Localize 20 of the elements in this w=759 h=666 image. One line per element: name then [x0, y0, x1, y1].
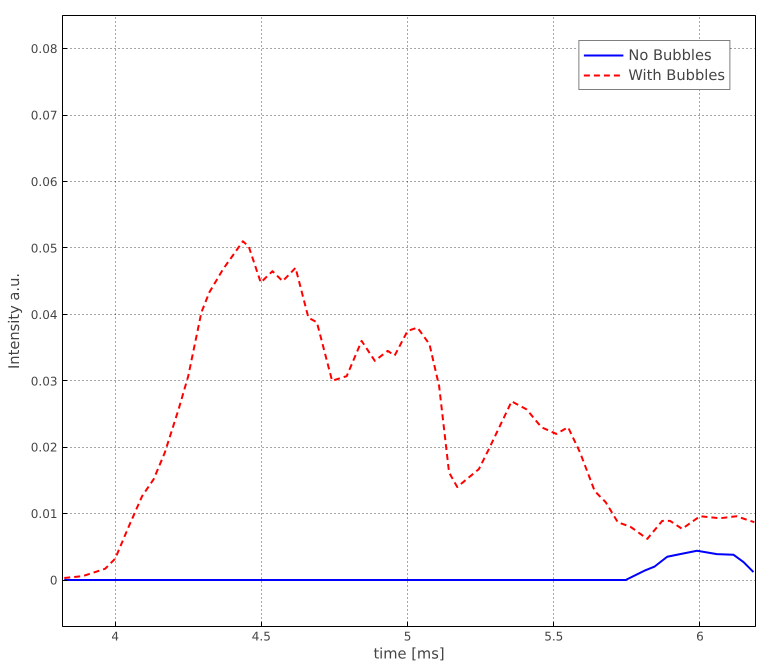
y-axis-title: Intensity a.u.: [6, 272, 23, 370]
y-tick-label: 0.08: [30, 42, 58, 56]
y-tick-label: 0.03: [30, 374, 58, 388]
y-tick-label: 0.05: [30, 241, 58, 256]
legend-label: No Bubbles: [628, 46, 712, 64]
x-axis-title: time [ms]: [373, 646, 445, 662]
x-tick-label: 4.5: [252, 630, 271, 644]
legend-label: With Bubbles: [628, 66, 725, 84]
x-tick-label: 4: [111, 630, 119, 644]
x-tick-label: 6: [696, 630, 704, 644]
y-tick-label: 0.04: [30, 308, 58, 322]
y-tick-label: 0: [50, 574, 58, 588]
y-tick-label: 0.01: [30, 507, 58, 522]
y-tick-label: 0.02: [30, 440, 58, 455]
line-series: [63, 240, 756, 580]
y-tick-label: 0.06: [30, 175, 58, 190]
x-tick-label: 5.5: [544, 630, 564, 644]
y-tick-label: 0.07: [30, 108, 58, 123]
x-tick-label: 5: [404, 630, 412, 644]
line-series: [63, 550, 754, 582]
